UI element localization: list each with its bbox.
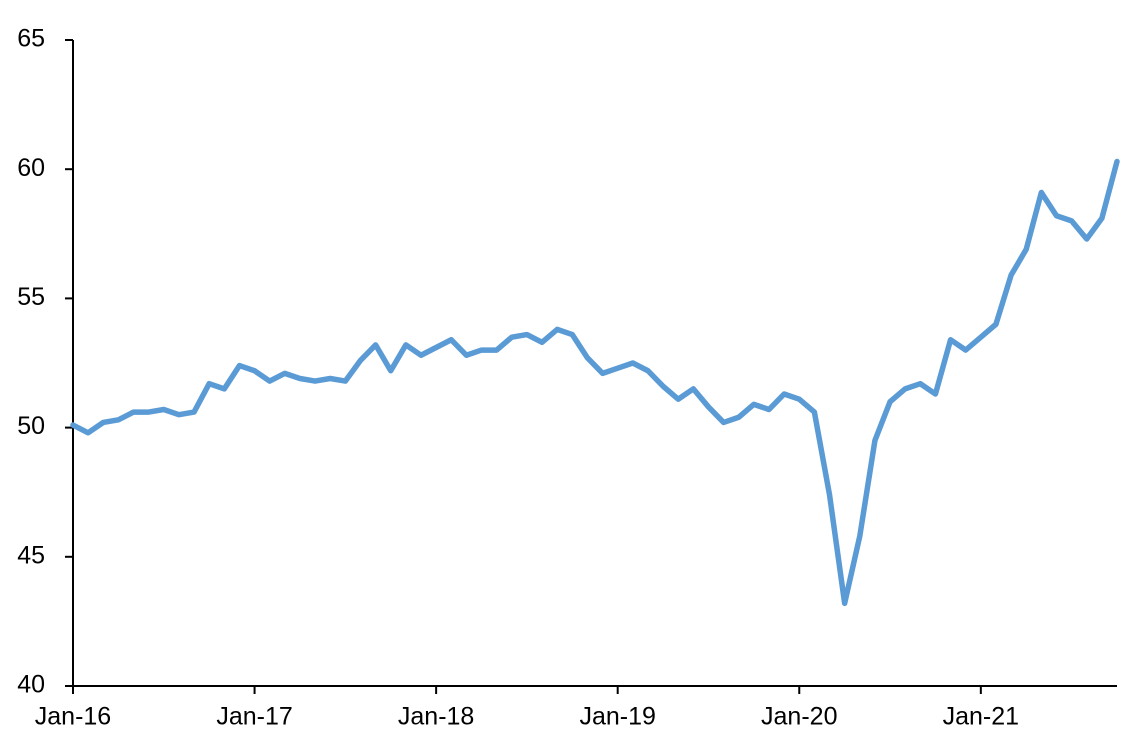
x-tick-label: Jan-19 — [579, 703, 655, 731]
y-tick-label: 55 — [17, 283, 45, 311]
y-tick-label: 65 — [17, 25, 45, 53]
y-tick-label: 40 — [17, 671, 45, 699]
x-tick-label: Jan-16 — [35, 703, 111, 731]
data-line — [70, 158, 1120, 607]
x-tick-label: Jan-21 — [943, 703, 1019, 731]
x-tick-label: Jan-20 — [761, 703, 837, 731]
y-tick-label: 50 — [17, 412, 45, 440]
y-tick-label: 60 — [17, 154, 45, 182]
x-tick-label: Jan-18 — [398, 703, 474, 731]
x-tick-label: Jan-17 — [216, 703, 292, 731]
y-tick-label: 45 — [17, 541, 45, 569]
